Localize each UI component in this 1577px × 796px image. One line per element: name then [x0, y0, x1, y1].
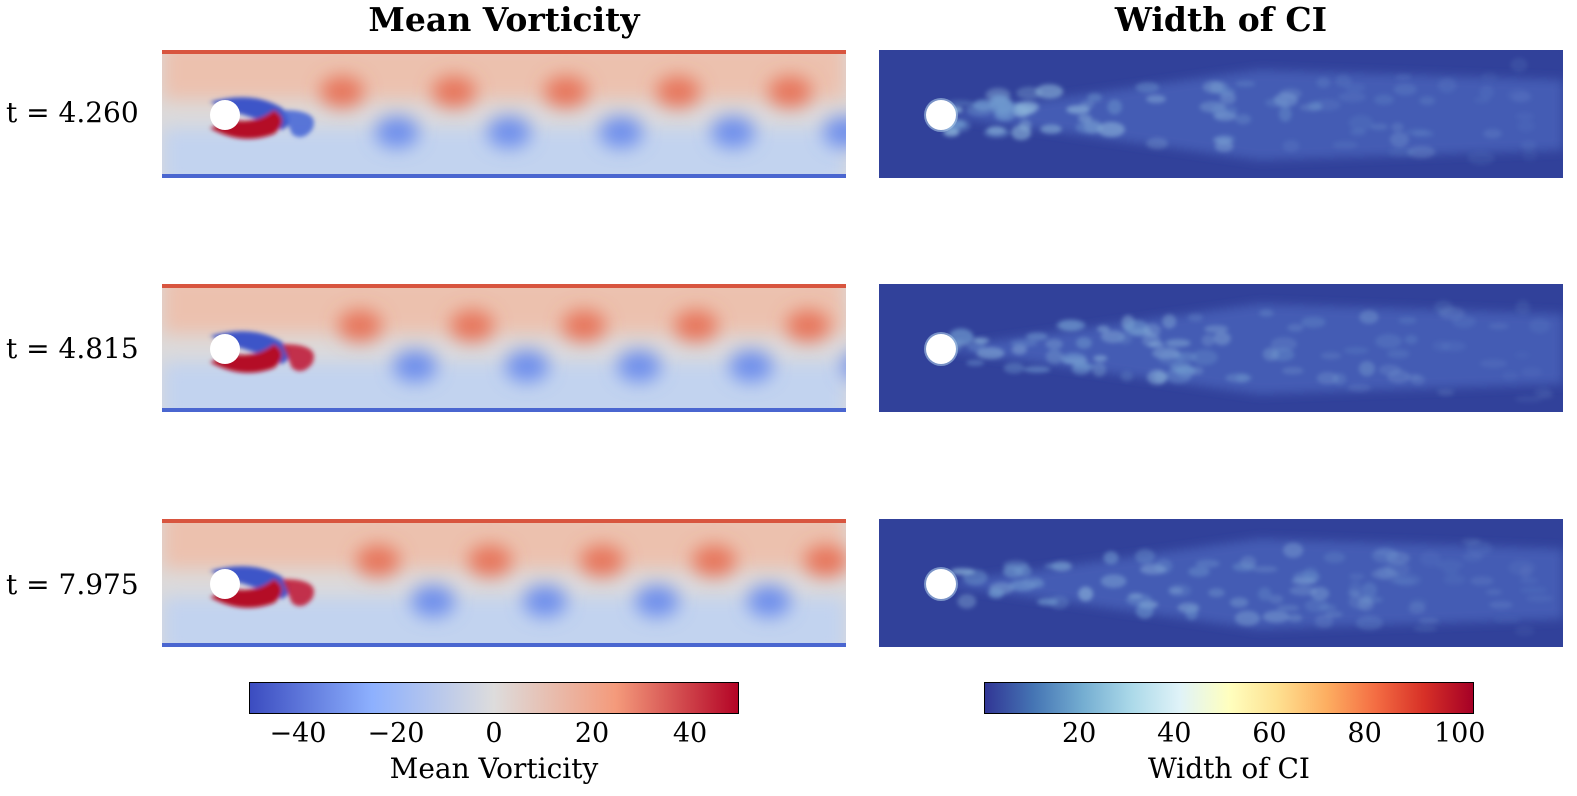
- cylinder: [210, 334, 240, 364]
- vorticity-field: [162, 284, 846, 412]
- ci-width-colorbar-tick-label: 60: [1252, 718, 1287, 749]
- vorticity-colorbar-tick-label: 0: [485, 718, 503, 749]
- vorticity-colorbar-label: Mean Vorticity: [389, 752, 599, 785]
- cylinder: [210, 569, 240, 599]
- ci-width-field: [879, 50, 1563, 178]
- ci-width-colorbar-tick-label: 20: [1061, 718, 1097, 749]
- vorticity-colorbar-tick-label: 20: [574, 718, 610, 749]
- ci-width-colorbar: [984, 682, 1474, 714]
- row-label-3: t = 7.975: [6, 568, 139, 601]
- ci-width-panel-3: [879, 519, 1563, 647]
- ci-width-colorbar-tick-label: 100: [1433, 718, 1486, 749]
- vorticity-colorbar: [249, 682, 739, 714]
- ci-width-field: [879, 519, 1563, 647]
- row-label-1: t = 4.260: [6, 96, 139, 129]
- vorticity-colorbar-tick-label: 40: [672, 718, 708, 749]
- vorticity-colorbar-tick-label: −20: [367, 718, 425, 749]
- vorticity-field: [162, 519, 846, 647]
- ci-width-panel-2: [879, 284, 1563, 412]
- cylinder: [926, 334, 956, 364]
- cylinder: [926, 100, 956, 130]
- vorticity-panel-2: [162, 284, 846, 412]
- vorticity-panel-1: [162, 50, 846, 178]
- vorticity-panel-3: [162, 519, 846, 647]
- row-label-2: t = 4.815: [6, 332, 139, 365]
- ci-width-panel-1: [879, 50, 1563, 178]
- width-of-ci-title: Width of CI: [1114, 0, 1328, 39]
- ci-width-colorbar-label: Width of CI: [1148, 752, 1310, 785]
- ci-width-colorbar-tick-label: 40: [1157, 718, 1192, 749]
- cylinder: [210, 100, 240, 130]
- vorticity-colorbar-tick-label: −40: [269, 718, 327, 749]
- mean-vorticity-title: Mean Vorticity: [368, 0, 640, 39]
- ci-width-field: [879, 284, 1563, 412]
- cylinder: [926, 569, 956, 599]
- vorticity-field: [162, 50, 846, 178]
- ci-width-colorbar-tick-label: 80: [1347, 718, 1382, 749]
